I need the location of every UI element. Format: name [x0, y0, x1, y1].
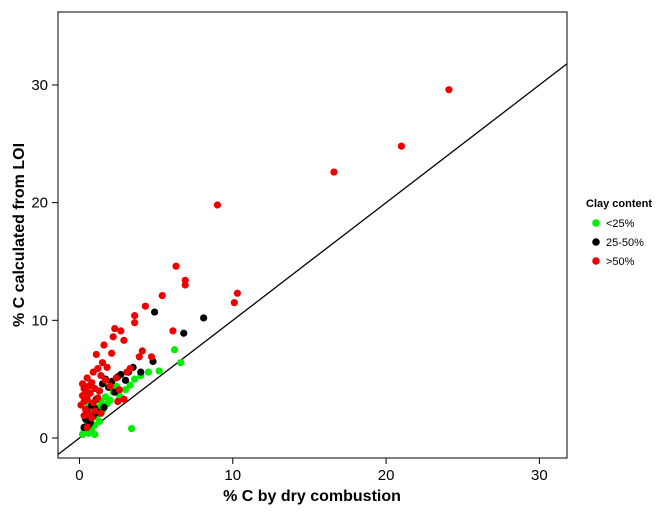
y-axis-tick-label: 0 — [40, 430, 48, 447]
reference-line-layer — [57, 63, 568, 455]
data-point — [91, 430, 99, 439]
data-point — [91, 407, 99, 415]
data-point — [126, 364, 134, 373]
data-point — [97, 409, 105, 417]
data-point — [111, 324, 119, 333]
y-axis-title: % C calculated from LOI — [11, 143, 28, 327]
data-point — [86, 389, 94, 397]
data-point — [445, 86, 453, 94]
data-point — [200, 314, 208, 322]
data-point — [330, 168, 338, 176]
data-point — [158, 292, 166, 300]
data-point — [141, 302, 149, 310]
data-point — [121, 386, 130, 394]
data-point — [106, 382, 114, 390]
legend-label-lt25: <25% — [606, 218, 635, 230]
data-points-layer — [77, 86, 453, 439]
data-point — [112, 374, 120, 382]
data-point — [169, 327, 177, 335]
data-point — [95, 387, 103, 395]
data-point — [155, 367, 163, 375]
data-point — [150, 308, 159, 316]
data-point — [100, 403, 108, 411]
data-point — [103, 363, 111, 371]
legend-marker-25-50 — [592, 238, 600, 246]
legend-label-25-50: 25-50% — [606, 237, 644, 249]
data-point — [97, 372, 105, 380]
data-point — [83, 374, 91, 382]
data-point — [131, 375, 139, 383]
data-point — [131, 319, 139, 327]
y-axis-tick-label: 30 — [31, 77, 48, 94]
data-point — [172, 262, 180, 270]
data-point — [88, 379, 96, 387]
data-point — [94, 394, 102, 402]
data-point — [147, 353, 156, 361]
data-point — [213, 201, 222, 209]
data-point — [230, 299, 238, 307]
data-point — [144, 368, 153, 376]
data-point — [121, 376, 130, 384]
data-point — [138, 347, 146, 355]
data-point — [80, 412, 88, 420]
y-axis-tick-label: 10 — [31, 312, 48, 329]
data-point — [83, 423, 91, 431]
legend-marker-gt50 — [592, 257, 600, 265]
data-point — [114, 397, 122, 406]
data-point — [127, 424, 136, 433]
data-point — [109, 333, 117, 341]
legend: Clay content <25% 25-50% >50% — [586, 198, 652, 268]
x-axis-title: % C by dry combustion — [223, 488, 401, 505]
data-point — [117, 327, 125, 335]
plot-area-border — [57, 11, 568, 459]
legend-marker-lt25 — [592, 219, 600, 227]
data-point — [177, 359, 185, 367]
one-to-one-line — [57, 63, 568, 455]
data-point — [397, 142, 406, 150]
legend-label-gt50: >50% — [606, 256, 635, 268]
data-point — [98, 359, 107, 367]
x-axis-tick-label: 10 — [224, 467, 241, 484]
data-point — [120, 395, 128, 403]
data-point — [108, 349, 116, 357]
data-point — [101, 376, 110, 384]
data-point — [180, 329, 188, 337]
axes-layer: 0 10 20 30 0 10 20 30 — [31, 77, 547, 484]
data-point — [92, 350, 100, 359]
legend-title: Clay content — [586, 198, 652, 210]
data-point — [181, 276, 189, 284]
data-point — [135, 353, 143, 361]
data-point — [83, 395, 91, 403]
data-point — [89, 399, 97, 407]
data-point — [170, 346, 179, 354]
x-axis-tick-label: 30 — [531, 467, 548, 484]
y-axis-tick-label: 20 — [31, 195, 48, 212]
data-point — [89, 368, 97, 376]
data-point — [131, 312, 139, 320]
data-point — [137, 368, 145, 376]
data-point — [126, 381, 134, 389]
data-point — [115, 386, 123, 394]
x-axis-tick-label: 0 — [75, 467, 83, 484]
data-point — [106, 396, 114, 404]
data-point — [95, 417, 103, 426]
x-axis-tick-label: 20 — [378, 467, 395, 484]
data-point — [100, 341, 108, 349]
data-point — [233, 289, 241, 297]
data-point — [120, 336, 128, 344]
data-point — [88, 414, 96, 422]
